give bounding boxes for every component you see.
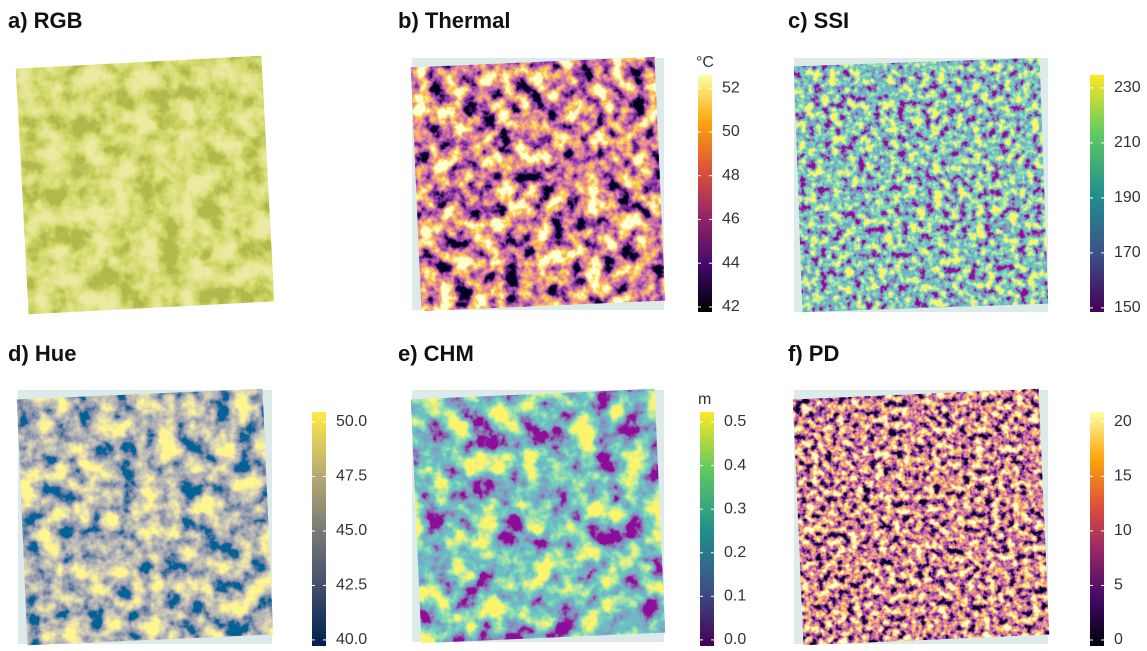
colorbar-tick-label: 48 (722, 167, 740, 184)
colorbar-tick-label: 0.4 (724, 457, 746, 474)
colorbar-label: °C (696, 54, 714, 71)
colorbar (700, 412, 714, 646)
raster-image (792, 388, 1050, 646)
raster-image (410, 56, 666, 312)
panel-title: f) PD (788, 341, 839, 366)
colorbar-tick-label: 0.0 (724, 631, 746, 648)
colorbar-tick-label: 0.3 (724, 500, 746, 517)
colorbar-tick-label: 10 (1114, 522, 1132, 539)
colorbar-tick-label: 50 (722, 123, 740, 140)
panel-title: b) Thermal (398, 8, 510, 33)
panel-title: a) RGB (8, 8, 83, 33)
colorbar-tick-label: 230 (1114, 79, 1141, 96)
colorbar (1090, 412, 1104, 646)
panel-title: c) SSI (788, 8, 849, 33)
colorbar-tick-label: 20 (1114, 413, 1132, 430)
colorbar-tick-label: 47.5 (336, 468, 367, 485)
colorbar (698, 75, 712, 312)
colorbar-tick-label: 5 (1114, 577, 1123, 594)
colorbar-tick-label: 52 (722, 79, 740, 96)
colorbar-tick-label: 170 (1114, 244, 1141, 261)
colorbar-tick-label: 0.5 (724, 413, 746, 430)
colorbar-tick-label: 42 (722, 298, 740, 315)
colorbar-tick-label: 15 (1114, 468, 1132, 485)
colorbar-tick-label: 50.0 (336, 413, 367, 430)
colorbar-tick-label: 44 (722, 254, 740, 271)
colorbar-tick-label: 42.5 (336, 577, 367, 594)
colorbar-tick-label: 46 (722, 211, 740, 228)
raster-image (410, 388, 666, 644)
colorbar-tick-label: 0 (1114, 631, 1123, 648)
raster-image (15, 55, 275, 315)
colorbar-tick-label: 0.1 (724, 588, 746, 605)
colorbar-label: m (698, 391, 711, 408)
colorbar-tick-label: 190 (1114, 189, 1141, 206)
colorbar-tick-label: 210 (1114, 134, 1141, 151)
colorbar-tick-label: 150 (1114, 299, 1141, 316)
colorbar-tick-label: 40.0 (336, 631, 367, 648)
raster-image (16, 388, 274, 646)
colorbar (312, 412, 326, 646)
panel-title: e) CHM (398, 341, 474, 366)
colorbar-tick-label: 45.0 (336, 522, 367, 539)
colorbar (1090, 75, 1104, 312)
panel-title: d) Hue (8, 341, 76, 366)
raster-image (793, 57, 1049, 313)
colorbar-tick-label: 0.2 (724, 544, 746, 561)
